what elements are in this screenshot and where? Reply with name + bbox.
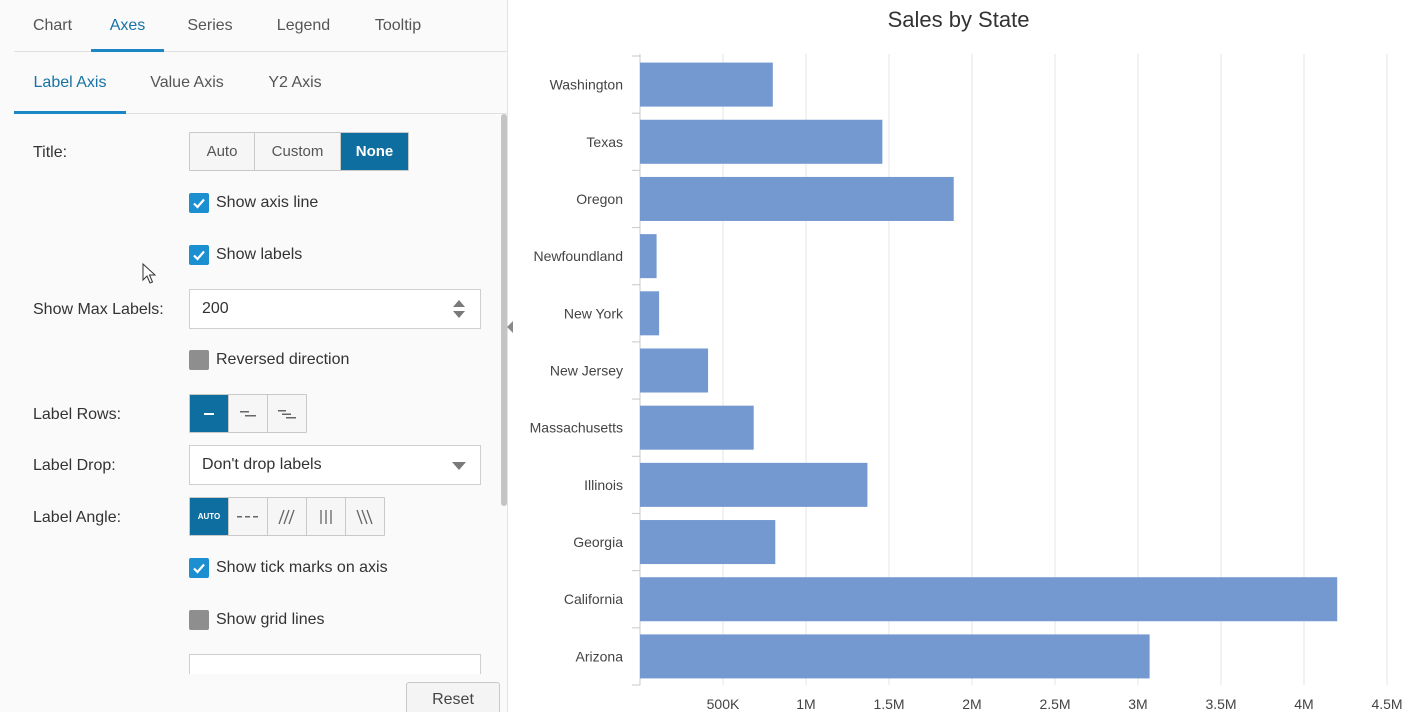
label-angle-diagonal-button[interactable] (268, 498, 307, 535)
max-labels-value: 200 (202, 300, 229, 317)
bar[interactable] (640, 234, 657, 279)
tab-series[interactable]: Series (187, 16, 233, 34)
show-labels-checkbox[interactable]: Show labels (189, 245, 302, 265)
label-angle-selector: AUTO (189, 497, 385, 536)
bar[interactable] (640, 176, 954, 221)
bar[interactable] (640, 291, 660, 336)
label-rows-1-button[interactable] (190, 395, 229, 432)
tab-axes[interactable]: Axes (91, 0, 164, 52)
next-field-partial[interactable] (189, 654, 481, 674)
label-angle-back-diagonal-button[interactable] (346, 498, 384, 535)
label-rows-label: Label Rows: (33, 406, 122, 423)
show-grid-lines-label: Show grid lines (216, 611, 325, 628)
bar[interactable] (640, 462, 868, 507)
settings-panel: Chart Axes Series Legend Tooltip Label A… (0, 0, 508, 712)
label-angle-auto-button[interactable]: AUTO (190, 498, 229, 535)
checkbox-checked-icon (189, 245, 209, 265)
category-label: Arizona (576, 648, 624, 664)
tab-label-axis[interactable]: Label Axis (14, 52, 126, 114)
value-tick-label: 2M (962, 696, 981, 712)
horizontal-dashes-icon (237, 515, 258, 517)
bar[interactable] (640, 577, 1338, 622)
value-tick-label: 3.5M (1205, 696, 1236, 712)
chart-area: Sales by State Washington Texas Oregon Newf… (509, 0, 1408, 712)
show-axis-line-checkbox[interactable]: Show axis line (189, 193, 318, 213)
scrollbar-thumb[interactable] (501, 114, 507, 506)
category-label: Texas (586, 134, 623, 150)
label-angle-horizontal-button[interactable] (229, 498, 268, 535)
category-label: California (564, 591, 623, 607)
axis-sub-tabs: Label Axis Value Axis Y2 Axis (14, 52, 507, 114)
label-angle-label: Label Angle: (33, 509, 122, 526)
stepper-arrows-icon[interactable] (452, 298, 466, 320)
label-drop-label: Label Drop: (33, 457, 116, 474)
category-label: Massachusetts (530, 420, 623, 436)
bar[interactable] (640, 62, 773, 107)
bar[interactable] (640, 520, 776, 565)
checkbox-unchecked-icon (189, 350, 209, 370)
category-label: Newfoundland (533, 248, 623, 264)
max-labels-stepper[interactable]: 200 (189, 289, 481, 329)
reset-button[interactable]: Reset (406, 682, 500, 712)
three-rows-icon (278, 409, 296, 418)
show-tick-marks-checkbox[interactable]: Show tick marks on axis (189, 558, 388, 578)
value-tick-label: 1.5M (873, 696, 904, 712)
category-label: Oregon (576, 191, 623, 207)
chart-title: Sales by State (887, 7, 1030, 32)
title-none-button[interactable]: None (341, 133, 408, 170)
label-rows-selector (189, 394, 307, 433)
show-tick-marks-label: Show tick marks on axis (216, 559, 388, 576)
mouse-cursor-icon (142, 263, 156, 284)
value-tick-label: 2.5M (1039, 696, 1070, 712)
title-custom-button[interactable]: Custom (255, 133, 341, 170)
title-auto-button[interactable]: Auto (190, 133, 255, 170)
tab-legend[interactable]: Legend (276, 16, 331, 34)
label-axis-form: Title: Auto Custom None Show axis line S… (14, 114, 499, 674)
category-label: New York (564, 305, 624, 321)
tab-y2-axis[interactable]: Y2 Axis (268, 73, 322, 91)
value-tick-label: 3M (1128, 696, 1147, 712)
diagonal-lines-icon (278, 509, 295, 524)
checkbox-checked-icon (189, 558, 209, 578)
bar[interactable] (640, 405, 754, 450)
reversed-direction-label: Reversed direction (216, 351, 350, 368)
two-rows-icon (240, 410, 256, 416)
value-tick-label: 500K (707, 696, 740, 712)
chevron-down-icon (452, 462, 466, 470)
category-label: Illinois (584, 477, 623, 493)
tab-chart[interactable]: Chart (32, 16, 73, 34)
show-grid-lines-checkbox[interactable]: Show grid lines (189, 610, 325, 630)
bar[interactable] (640, 348, 709, 393)
value-tick-label: 1M (796, 696, 815, 712)
label-drop-value: Don't drop labels (202, 456, 322, 473)
reversed-direction-checkbox[interactable]: Reversed direction (189, 350, 349, 370)
panel-scrollbar[interactable] (500, 114, 508, 662)
label-drop-select[interactable]: Don't drop labels (189, 445, 481, 485)
title-mode-selector: Auto Custom None (189, 132, 409, 171)
category-label: New Jersey (550, 363, 623, 379)
tab-tooltip[interactable]: Tooltip (374, 16, 422, 34)
main-tabs: Chart Axes Series Legend Tooltip (14, 0, 507, 52)
category-label: Washington (550, 77, 623, 93)
value-tick-label: 4.5M (1371, 696, 1402, 712)
category-label: Georgia (573, 534, 623, 550)
show-labels-label: Show labels (216, 246, 303, 263)
back-diagonal-lines-icon (356, 509, 373, 524)
bar-chart: Washington Texas Oregon Newfoundland New Yor… (530, 54, 1403, 712)
collapse-panel-icon[interactable] (506, 320, 514, 334)
checkbox-unchecked-icon (189, 610, 209, 630)
bar[interactable] (640, 634, 1150, 679)
label-angle-vertical-button[interactable] (307, 498, 346, 535)
title-label: Title: (33, 144, 68, 161)
tab-value-axis[interactable]: Value Axis (150, 73, 224, 91)
label-rows-3-button[interactable] (268, 395, 306, 432)
one-row-icon (204, 412, 214, 415)
bar[interactable] (640, 119, 883, 164)
label-rows-2-button[interactable] (229, 395, 268, 432)
max-labels-label: Show Max Labels: (33, 301, 164, 318)
checkbox-checked-icon (189, 193, 209, 213)
vertical-lines-icon (320, 509, 332, 524)
value-tick-label: 4M (1294, 696, 1313, 712)
show-axis-line-label: Show axis line (216, 194, 319, 211)
